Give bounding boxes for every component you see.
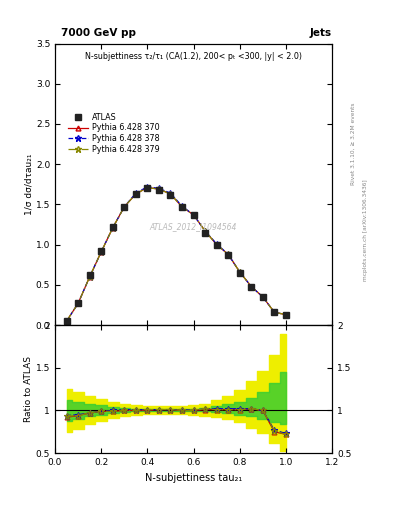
Y-axis label: 1/σ dσ/dτau₂₁: 1/σ dσ/dτau₂₁ <box>24 154 33 215</box>
X-axis label: N-subjettiness tau₂₁: N-subjettiness tau₂₁ <box>145 473 242 482</box>
Text: mcplots.cern.ch [arXiv:1306.3436]: mcplots.cern.ch [arXiv:1306.3436] <box>363 180 368 281</box>
Text: 7000 GeV pp: 7000 GeV pp <box>61 28 136 38</box>
Text: Jets: Jets <box>309 28 331 38</box>
Text: ATLAS_2012_I1094564: ATLAS_2012_I1094564 <box>150 222 237 231</box>
Text: N-subjettiness τ₂/τ₁ (CA(1.2), 200< pₜ <300, |y| < 2.0): N-subjettiness τ₂/τ₁ (CA(1.2), 200< pₜ <… <box>85 52 302 61</box>
Legend: ATLAS, Pythia 6.428 370, Pythia 6.428 378, Pythia 6.428 379: ATLAS, Pythia 6.428 370, Pythia 6.428 37… <box>64 110 163 157</box>
Y-axis label: Ratio to ATLAS: Ratio to ATLAS <box>24 356 33 422</box>
Text: Rivet 3.1.10, ≥ 3.2M events: Rivet 3.1.10, ≥ 3.2M events <box>351 102 356 185</box>
